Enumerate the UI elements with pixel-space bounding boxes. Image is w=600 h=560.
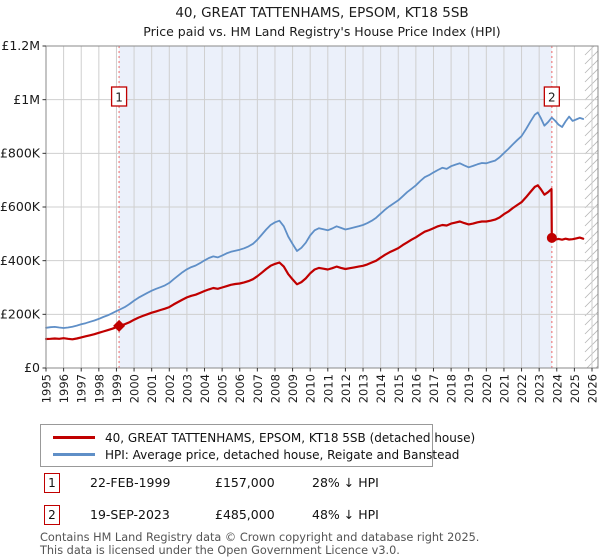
svg-text:2000: 2000 <box>128 374 142 403</box>
sale-date: 19-SEP-2023 <box>90 507 170 522</box>
svg-text:1997: 1997 <box>75 374 89 403</box>
svg-text:2010: 2010 <box>304 374 318 403</box>
hpi-series-line <box>45 111 585 329</box>
price-chart: 1 2 1995 1996 1997 1998 1999 2000 2001 2002 2003 20… <box>0 38 600 403</box>
svg-text:2012: 2012 <box>339 374 353 403</box>
price-series-line <box>44 184 585 341</box>
svg-text:1999: 1999 <box>110 374 124 403</box>
future-hatch-region <box>584 45 599 369</box>
svg-text:2018: 2018 <box>445 374 459 403</box>
svg-text:2004: 2004 <box>198 374 212 403</box>
svg-text:2022: 2022 <box>515 374 529 403</box>
marker-number-box-2: 2 <box>44 505 60 525</box>
svg-text:2008: 2008 <box>268 374 282 403</box>
table-row-sale-2: 2 19-SEP-2023 £485,000 48% ↓ HPI <box>40 505 596 526</box>
price-line-swatch <box>53 436 95 439</box>
svg-text:2024: 2024 <box>550 374 564 403</box>
svg-text:£600K: £600K <box>0 199 41 214</box>
sale-price: £157,000 <box>215 475 275 490</box>
footer-line1: Contains HM Land Registry data © Crown c… <box>40 531 480 544</box>
x-axis-tick-labels: 1995 1996 1997 1998 1999 2000 2001 2002 2003 2004… <box>40 368 600 403</box>
footer-line2: This data is licensed under the Open Gov… <box>40 544 400 557</box>
sale-marker-1 <box>113 319 126 332</box>
sale-price: £485,000 <box>215 507 275 522</box>
event-label-2: 2 <box>543 86 560 107</box>
svg-text:2011: 2011 <box>321 374 335 403</box>
svg-text:1: 1 <box>115 91 123 105</box>
svg-text:2006: 2006 <box>233 374 247 403</box>
svg-text:£800K: £800K <box>0 146 41 161</box>
page-title: 40, GREAT TATTENHAMS, EPSOM, KT18 5SB <box>175 5 469 21</box>
svg-text:2025: 2025 <box>568 374 582 403</box>
legend-label-price: 40, GREAT TATTENHAMS, EPSOM, KT18 5SB (d… <box>105 430 476 445</box>
legend-label-hpi: HPI: Average price, detached house, Reig… <box>105 447 460 462</box>
sale-marker-2 <box>546 232 557 243</box>
svg-text:2: 2 <box>548 91 556 105</box>
svg-text:£400K: £400K <box>0 253 41 268</box>
svg-text:2014: 2014 <box>374 374 388 403</box>
svg-text:2003: 2003 <box>180 374 194 403</box>
svg-text:2001: 2001 <box>145 374 159 403</box>
sale-hpi-diff: 48% ↓ HPI <box>312 507 379 522</box>
svg-text:£200K: £200K <box>0 307 41 322</box>
event-label-1: 1 <box>110 86 128 107</box>
svg-text:1995: 1995 <box>40 374 54 403</box>
sale-hpi-diff: 28% ↓ HPI <box>312 475 379 490</box>
svg-text:2023: 2023 <box>533 374 547 403</box>
svg-text:2015: 2015 <box>392 374 406 403</box>
svg-text:1996: 1996 <box>57 374 71 403</box>
svg-text:£1.2M: £1.2M <box>1 38 40 53</box>
marker-number-box-1: 1 <box>44 473 60 493</box>
y-axis-tick-labels: £0 £200K £400K £600K £800K £1M £1.2M <box>0 38 46 375</box>
svg-text:1998: 1998 <box>92 374 106 403</box>
footer: Contains HM Land Registry data © Crown c… <box>40 531 479 557</box>
legend-item-hpi: HPI: Average price, detached house, Reig… <box>41 446 459 463</box>
svg-text:2017: 2017 <box>427 374 441 403</box>
svg-text:2019: 2019 <box>462 374 476 403</box>
svg-text:2002: 2002 <box>163 374 177 403</box>
svg-text:£0: £0 <box>24 360 40 375</box>
svg-text:2009: 2009 <box>286 374 300 403</box>
svg-text:2026: 2026 <box>586 374 600 403</box>
legend-box: 40, GREAT TATTENHAMS, EPSOM, KT18 5SB (d… <box>40 424 475 467</box>
svg-text:2013: 2013 <box>357 374 371 403</box>
sale-date: 22-FEB-1999 <box>90 475 171 490</box>
svg-text:2007: 2007 <box>251 374 265 403</box>
legend-item-price: 40, GREAT TATTENHAMS, EPSOM, KT18 5SB (d… <box>41 429 475 446</box>
svg-text:2021: 2021 <box>497 374 511 403</box>
page-subtitle: Price paid vs. HM Land Registry's House … <box>143 24 501 39</box>
svg-text:2005: 2005 <box>216 374 230 403</box>
svg-text:2016: 2016 <box>409 374 423 403</box>
hpi-line-swatch <box>53 453 95 456</box>
svg-text:£1M: £1M <box>13 92 40 107</box>
table-row-sale-1: 1 22-FEB-1999 £157,000 28% ↓ HPI <box>40 473 596 494</box>
svg-text:2020: 2020 <box>480 374 494 403</box>
